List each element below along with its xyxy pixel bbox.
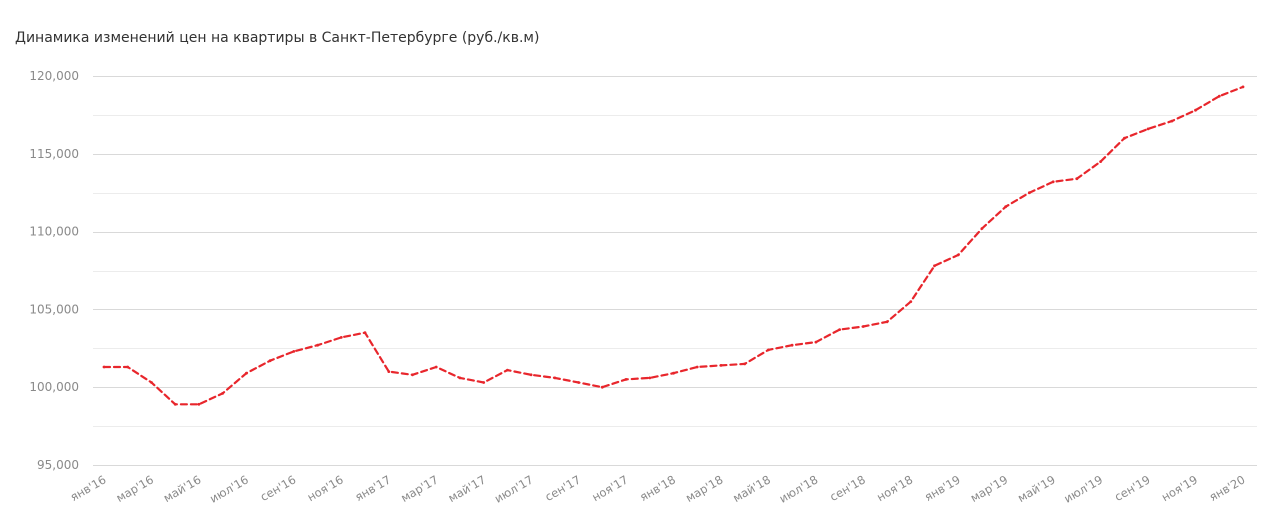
data-point — [482, 381, 486, 384]
x-tick-label: мар'18 — [683, 472, 725, 505]
data-point — [434, 365, 438, 369]
data-point — [980, 227, 984, 230]
x-tick-label: июл'16 — [207, 472, 251, 505]
y-tick-label: 105,000 — [29, 302, 79, 316]
x-tick-label: мар'16 — [114, 472, 156, 505]
x-tick-label: сен'19 — [1112, 472, 1153, 503]
y-tick-label: 115,000 — [29, 147, 79, 161]
data-point — [529, 373, 533, 377]
y-axis: 95,000 100,000 105,000 110,000 115,000 120,00… — [29, 69, 79, 472]
x-tick-label: ноя'18 — [874, 472, 915, 504]
data-point — [411, 373, 414, 377]
data-point — [838, 328, 841, 331]
y-tick-label: 95,000 — [37, 458, 79, 472]
data-point — [719, 364, 723, 367]
x-tick-label: ноя'17 — [590, 472, 631, 504]
data-point — [506, 368, 509, 372]
data-point — [743, 362, 747, 366]
data-point — [814, 340, 818, 344]
x-tick-label: янв'19 — [922, 472, 963, 504]
data-point — [648, 376, 652, 380]
data-point — [790, 343, 794, 347]
data-point — [126, 365, 130, 369]
data-point — [1170, 119, 1174, 123]
data-point — [1241, 85, 1245, 89]
data-point — [1217, 94, 1221, 98]
data-point — [316, 343, 319, 347]
data-point — [553, 376, 557, 380]
x-tick-label: янв'20 — [1207, 472, 1248, 504]
data-point — [1028, 191, 1031, 195]
data-point — [933, 264, 936, 268]
x-tick-label: ноя'19 — [1159, 472, 1200, 504]
data-point — [1099, 160, 1102, 164]
y-tick-label: 100,000 — [29, 380, 79, 394]
data-point — [767, 348, 770, 352]
chart-title: Динамика изменений цен на квартиры в Сан… — [15, 30, 539, 46]
data-point — [1194, 108, 1197, 112]
data-point — [387, 370, 391, 373]
data-point — [577, 381, 580, 384]
data-point — [695, 365, 699, 369]
y-tick-label: 110,000 — [29, 225, 79, 239]
x-tick-label: май'18 — [730, 472, 773, 505]
x-tick-label: май'19 — [1015, 472, 1058, 505]
data-point — [339, 336, 343, 339]
data-point — [885, 320, 889, 324]
x-tick-label: ноя'16 — [305, 472, 346, 504]
data-point — [624, 378, 628, 381]
x-tick-label: сен'17 — [543, 472, 584, 503]
x-tick-label: июл'19 — [1061, 472, 1105, 505]
x-axis: янв'16 мар'16 май'16 июл'16 сен'16 ноя'16 янв'… — [68, 472, 1248, 505]
data-point — [150, 381, 153, 384]
data-point — [292, 350, 296, 353]
data-point — [1123, 136, 1126, 140]
data-point — [221, 392, 225, 395]
x-tick-label: май'16 — [161, 472, 204, 505]
data-point — [173, 402, 177, 406]
y-tick-label: 120,000 — [29, 69, 79, 83]
x-tick-label: сен'18 — [827, 472, 868, 503]
x-tick-label: янв'17 — [352, 472, 393, 504]
data-point — [1075, 177, 1079, 181]
series-line — [102, 85, 1245, 406]
data-point — [102, 365, 106, 369]
x-tick-label: янв'16 — [68, 472, 109, 504]
data-point — [672, 371, 675, 375]
x-tick-label: янв'18 — [637, 472, 678, 504]
data-point — [458, 376, 462, 380]
data-point — [245, 371, 248, 375]
data-point — [1146, 127, 1150, 131]
x-tick-label: май'17 — [446, 472, 489, 505]
data-point — [956, 253, 960, 257]
x-tick-label: июл'17 — [492, 472, 536, 505]
x-tick-label: июл'18 — [777, 472, 821, 505]
data-point — [268, 359, 272, 363]
data-point — [861, 325, 865, 328]
data-point — [909, 300, 913, 303]
data-point — [1004, 205, 1008, 209]
x-tick-label: сен'16 — [258, 472, 299, 503]
data-point — [363, 331, 367, 335]
data-point — [1051, 180, 1055, 184]
data-point — [197, 402, 201, 406]
x-tick-label: мар'17 — [398, 472, 440, 505]
series-layer — [102, 85, 1245, 406]
grid — [93, 76, 1257, 466]
data-point — [600, 385, 604, 389]
x-tick-label: мар'19 — [968, 472, 1010, 505]
